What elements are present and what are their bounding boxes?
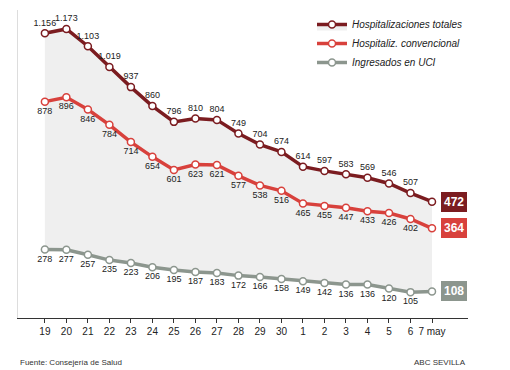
svg-text:546: 546 [381, 168, 396, 178]
svg-text:538: 538 [252, 190, 267, 200]
svg-text:846: 846 [80, 114, 95, 124]
svg-text:426: 426 [381, 217, 396, 227]
svg-text:105: 105 [403, 296, 418, 306]
svg-text:21: 21 [82, 326, 94, 337]
svg-text:1.156: 1.156 [34, 18, 57, 28]
svg-text:7 may: 7 may [418, 326, 445, 337]
svg-text:569: 569 [360, 162, 375, 172]
svg-text:714: 714 [123, 146, 138, 156]
svg-text:516: 516 [274, 195, 289, 205]
svg-text:28: 28 [233, 326, 245, 337]
svg-text:278: 278 [37, 254, 52, 264]
svg-text:623: 623 [188, 169, 203, 179]
svg-text:30: 30 [276, 326, 288, 337]
svg-text:804: 804 [209, 104, 224, 114]
svg-text:19: 19 [39, 326, 51, 337]
svg-text:3: 3 [343, 326, 349, 337]
svg-text:29: 29 [254, 326, 266, 337]
svg-text:22: 22 [104, 326, 116, 337]
svg-text:149: 149 [295, 285, 310, 295]
svg-text:Fuente: Consejería de Salud: Fuente: Consejería de Salud [20, 358, 122, 367]
svg-text:704: 704 [252, 129, 267, 139]
svg-text:24: 24 [147, 326, 159, 337]
svg-text:Ingresados en UCI: Ingresados en UCI [352, 57, 436, 68]
svg-text:Hospitalizaciones totales: Hospitalizaciones totales [352, 19, 462, 30]
svg-text:166: 166 [252, 281, 267, 291]
svg-text:364: 364 [444, 221, 464, 235]
svg-text:614: 614 [295, 151, 310, 161]
svg-text:896: 896 [59, 101, 74, 111]
svg-text:1.173: 1.173 [55, 13, 78, 23]
svg-text:172: 172 [231, 280, 246, 290]
svg-text:577: 577 [231, 180, 246, 190]
svg-text:860: 860 [145, 90, 160, 100]
svg-text:25: 25 [168, 326, 180, 337]
svg-text:235: 235 [102, 264, 117, 274]
svg-text:195: 195 [166, 274, 181, 284]
svg-text:136: 136 [338, 289, 353, 299]
svg-text:223: 223 [123, 267, 138, 277]
svg-text:108: 108 [444, 284, 464, 298]
svg-text:455: 455 [317, 210, 332, 220]
svg-text:6: 6 [408, 326, 414, 337]
svg-text:5: 5 [386, 326, 392, 337]
svg-text:26: 26 [190, 326, 202, 337]
svg-text:277: 277 [59, 254, 74, 264]
svg-text:597: 597 [317, 155, 332, 165]
svg-text:1.103: 1.103 [77, 31, 100, 41]
svg-text:257: 257 [80, 259, 95, 269]
svg-text:1: 1 [300, 326, 306, 337]
svg-text:4: 4 [365, 326, 371, 337]
svg-text:136: 136 [360, 289, 375, 299]
svg-text:120: 120 [381, 293, 396, 303]
svg-text:1.019: 1.019 [98, 51, 121, 61]
svg-text:601: 601 [166, 174, 181, 184]
svg-text:158: 158 [274, 283, 289, 293]
svg-text:20: 20 [61, 326, 73, 337]
svg-text:ABC SEVILLA: ABC SEVILLA [414, 358, 466, 367]
svg-text:784: 784 [102, 129, 117, 139]
svg-text:796: 796 [166, 106, 181, 116]
svg-text:878: 878 [37, 106, 52, 116]
svg-text:472: 472 [444, 195, 464, 209]
svg-text:187: 187 [188, 276, 203, 286]
svg-text:583: 583 [338, 159, 353, 169]
svg-text:937: 937 [123, 71, 138, 81]
svg-text:507: 507 [403, 177, 418, 187]
svg-text:23: 23 [125, 326, 137, 337]
svg-text:447: 447 [338, 212, 353, 222]
svg-text:810: 810 [188, 103, 203, 113]
svg-text:749: 749 [231, 118, 246, 128]
svg-text:142: 142 [317, 287, 332, 297]
svg-text:27: 27 [211, 326, 223, 337]
svg-text:465: 465 [295, 208, 310, 218]
svg-text:433: 433 [360, 215, 375, 225]
svg-text:Hospitaliz. convencional: Hospitaliz. convencional [352, 38, 460, 49]
svg-text:621: 621 [209, 169, 224, 179]
svg-text:674: 674 [274, 136, 289, 146]
svg-text:402: 402 [403, 223, 418, 233]
svg-text:183: 183 [209, 277, 224, 287]
svg-text:206: 206 [145, 271, 160, 281]
svg-text:654: 654 [145, 161, 160, 171]
svg-text:2: 2 [322, 326, 328, 337]
